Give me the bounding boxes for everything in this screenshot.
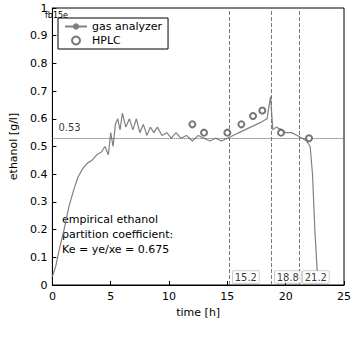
svg-text:ethanol [g/l]: ethanol [g/l] [7,113,20,180]
svg-text:0.1: 0.1 [30,251,48,264]
svg-text:5: 5 [107,290,114,303]
svg-text:15: 15 [220,290,234,303]
svg-text:1: 1 [40,1,48,15]
svg-text:21.2: 21.2 [305,272,327,283]
svg-text:0: 0 [49,290,56,303]
svg-text:20: 20 [279,290,293,303]
svg-text:0.3: 0.3 [30,195,48,208]
svg-text:18.8: 18.8 [277,272,299,283]
svg-text:0.4: 0.4 [30,168,48,181]
svg-text:Ke = ye/xe = 0.675: Ke = ye/xe = 0.675 [62,243,169,256]
svg-text:HPLC: HPLC [92,34,121,47]
svg-text:partition coefficient:: partition coefficient: [62,228,173,241]
svg-text:fb15e: fb15e [45,11,68,20]
svg-text:0.8: 0.8 [30,57,48,70]
svg-text:time [h]: time [h] [176,306,220,319]
svg-text:empirical ethanol: empirical ethanol [62,213,158,226]
svg-text:0.7: 0.7 [30,85,48,98]
svg-text:10: 10 [162,290,176,303]
svg-text:25: 25 [337,290,351,303]
svg-text:0.5: 0.5 [30,140,48,153]
svg-text:gas analyzer: gas analyzer [92,20,163,33]
svg-text:0: 0 [40,279,47,292]
svg-text:0.2: 0.2 [30,223,48,236]
svg-text:0.53: 0.53 [58,122,80,133]
svg-text:0.6: 0.6 [30,112,48,125]
svg-text:15.2: 15.2 [235,272,257,283]
svg-text:0.9: 0.9 [30,29,48,42]
